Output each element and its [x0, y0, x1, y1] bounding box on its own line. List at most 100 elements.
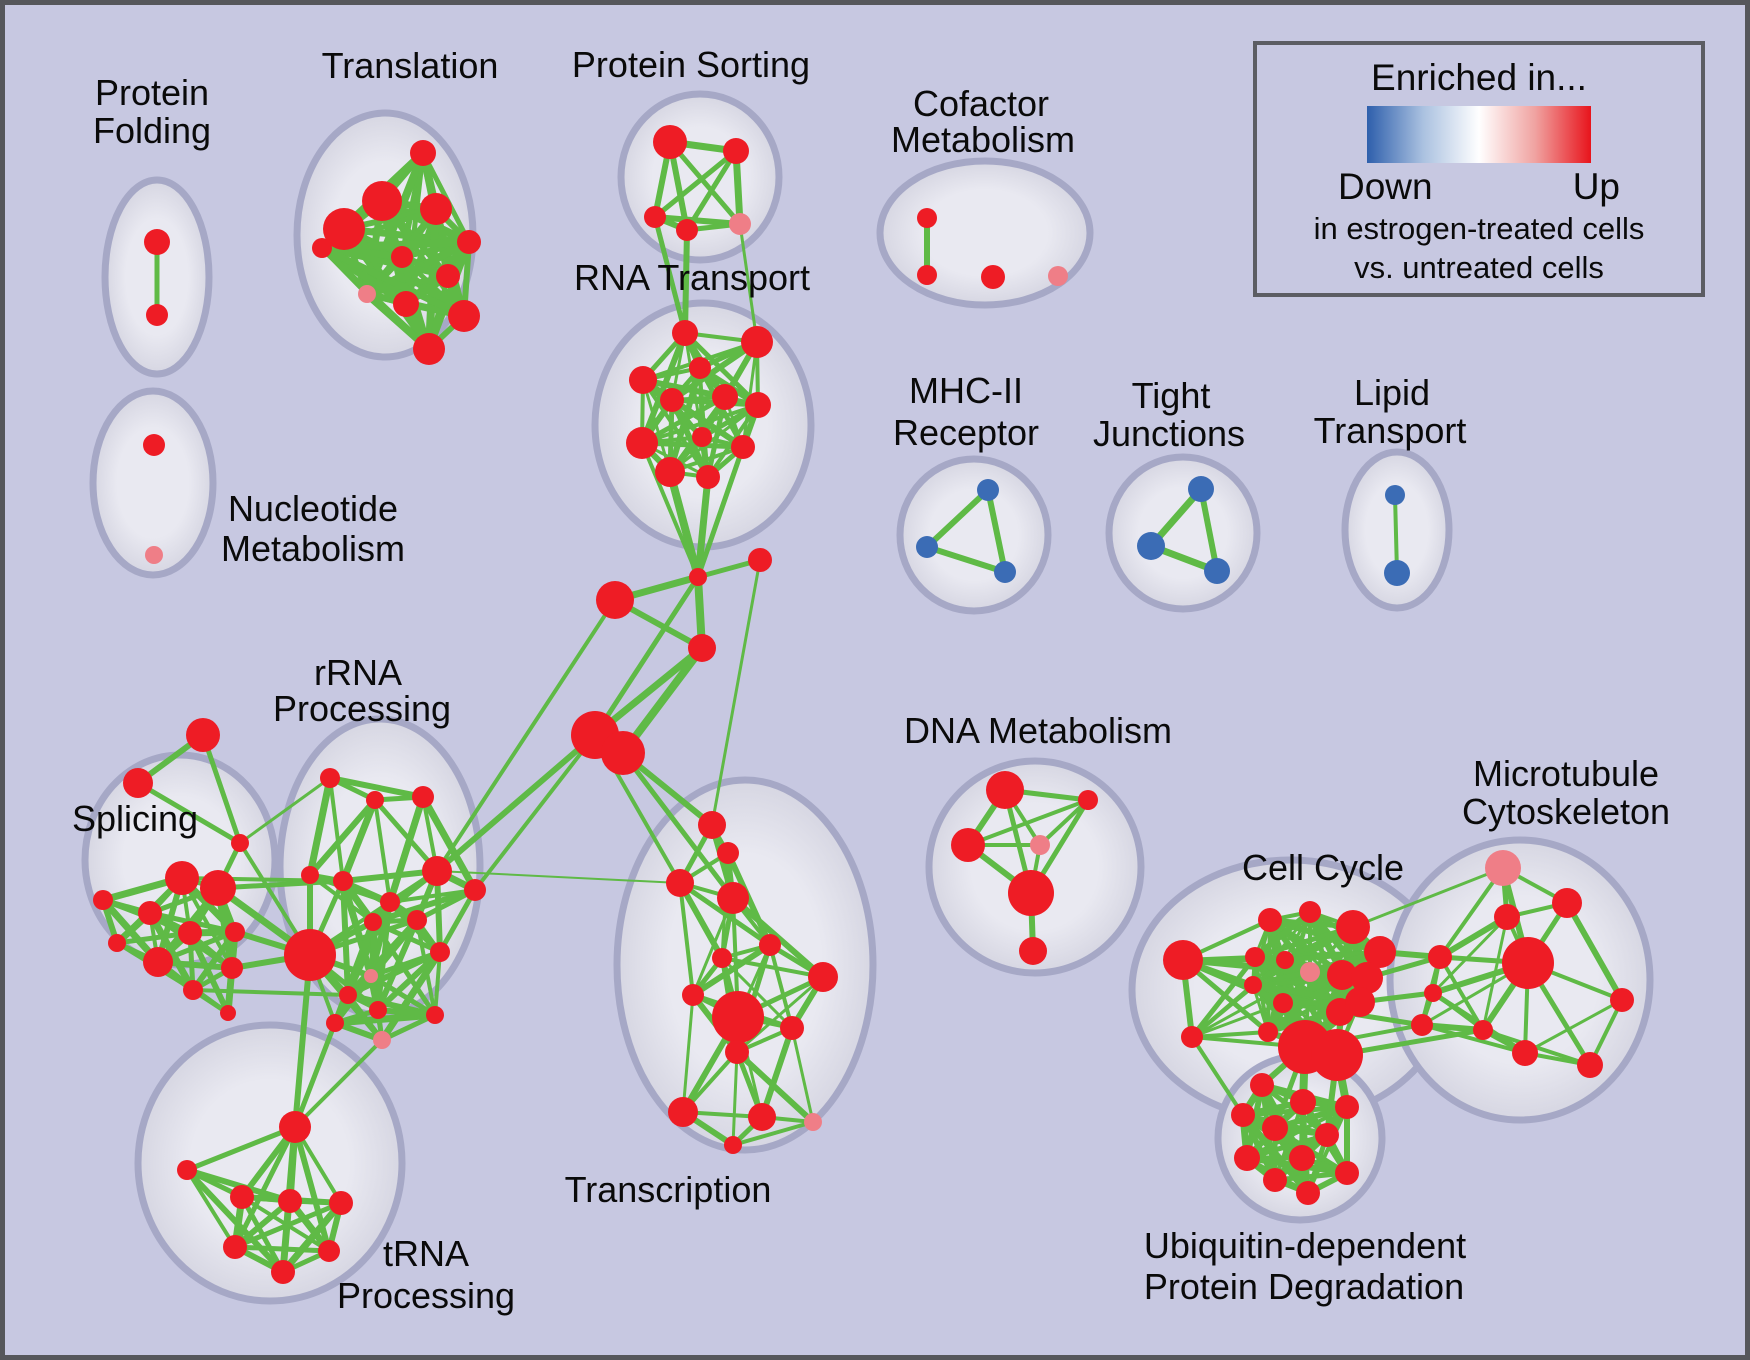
gene-set-node[interactable]	[221, 957, 243, 979]
gene-set-node[interactable]	[225, 922, 245, 942]
gene-set-node[interactable]	[1188, 476, 1214, 502]
gene-set-node[interactable]	[748, 548, 772, 572]
gene-set-node[interactable]	[393, 291, 419, 317]
gene-set-node[interactable]	[676, 219, 698, 241]
gene-set-node[interactable]	[1384, 560, 1410, 586]
gene-set-node[interactable]	[1231, 1103, 1255, 1127]
gene-set-node[interactable]	[1289, 1145, 1315, 1171]
gene-set-node[interactable]	[729, 213, 751, 235]
gene-set-node[interactable]	[808, 962, 838, 992]
gene-set-node[interactable]	[448, 300, 480, 332]
gene-set-node[interactable]	[457, 230, 481, 254]
gene-set-node[interactable]	[1250, 1073, 1274, 1097]
gene-set-node[interactable]	[430, 942, 450, 962]
gene-set-node[interactable]	[1008, 870, 1054, 916]
gene-set-node[interactable]	[1351, 962, 1383, 994]
gene-set-node[interactable]	[1610, 988, 1634, 1012]
gene-set-node[interactable]	[271, 1260, 295, 1284]
gene-set-node[interactable]	[144, 229, 170, 255]
gene-set-node[interactable]	[804, 1113, 822, 1131]
gene-set-node[interactable]	[688, 634, 716, 662]
gene-set-node[interactable]	[1163, 940, 1203, 980]
gene-set-node[interactable]	[1234, 1145, 1260, 1171]
gene-set-node[interactable]	[626, 427, 658, 459]
gene-set-node[interactable]	[1311, 1029, 1363, 1081]
gene-set-node[interactable]	[320, 768, 340, 788]
gene-set-node[interactable]	[1577, 1052, 1603, 1078]
gene-set-node[interactable]	[1258, 908, 1282, 932]
gene-set-node[interactable]	[682, 984, 704, 1006]
gene-set-node[interactable]	[329, 1191, 353, 1215]
gene-set-node[interactable]	[596, 581, 634, 619]
gene-set-node[interactable]	[1385, 485, 1405, 505]
gene-set-node[interactable]	[780, 1016, 804, 1040]
gene-set-node[interactable]	[1335, 1161, 1359, 1185]
gene-set-node[interactable]	[364, 969, 378, 983]
gene-set-node[interactable]	[326, 1014, 344, 1032]
gene-set-node[interactable]	[1345, 987, 1375, 1017]
gene-set-node[interactable]	[138, 901, 162, 925]
gene-set-node[interactable]	[369, 1001, 387, 1019]
gene-set-node[interactable]	[312, 238, 332, 258]
gene-set-node[interactable]	[655, 457, 685, 487]
gene-set-node[interactable]	[981, 265, 1005, 289]
gene-set-node[interactable]	[436, 264, 460, 288]
gene-set-node[interactable]	[143, 947, 173, 977]
gene-set-node[interactable]	[712, 948, 732, 968]
gene-set-node[interactable]	[741, 326, 773, 358]
gene-set-node[interactable]	[1411, 1014, 1433, 1036]
gene-set-node[interactable]	[1336, 910, 1370, 944]
gene-set-node[interactable]	[230, 1185, 254, 1209]
gene-set-node[interactable]	[696, 465, 720, 489]
gene-set-node[interactable]	[333, 871, 353, 891]
gene-set-node[interactable]	[916, 536, 938, 558]
gene-set-node[interactable]	[412, 786, 434, 808]
gene-set-node[interactable]	[223, 1235, 247, 1259]
gene-set-node[interactable]	[717, 882, 749, 914]
gene-set-node[interactable]	[692, 427, 712, 447]
gene-set-node[interactable]	[1290, 1089, 1316, 1115]
gene-set-node[interactable]	[731, 435, 755, 459]
gene-set-node[interactable]	[1428, 945, 1452, 969]
gene-set-node[interactable]	[426, 1006, 444, 1024]
gene-set-node[interactable]	[422, 856, 452, 886]
gene-set-node[interactable]	[994, 561, 1016, 583]
gene-set-node[interactable]	[278, 1189, 302, 1213]
gene-set-node[interactable]	[601, 731, 645, 775]
gene-set-node[interactable]	[1512, 1040, 1538, 1066]
gene-set-node[interactable]	[1327, 960, 1357, 990]
gene-set-node[interactable]	[318, 1240, 340, 1262]
gene-set-node[interactable]	[391, 246, 413, 268]
gene-set-node[interactable]	[165, 861, 199, 895]
gene-set-node[interactable]	[1262, 1115, 1288, 1141]
gene-set-node[interactable]	[1335, 1095, 1359, 1119]
gene-set-node[interactable]	[1296, 1181, 1320, 1205]
gene-set-node[interactable]	[1078, 790, 1098, 810]
gene-set-node[interactable]	[1364, 936, 1396, 968]
gene-set-node[interactable]	[366, 791, 384, 809]
gene-set-node[interactable]	[420, 193, 452, 225]
gene-set-node[interactable]	[1273, 993, 1293, 1013]
gene-set-node[interactable]	[1019, 937, 1047, 965]
gene-set-node[interactable]	[1276, 951, 1294, 969]
gene-set-node[interactable]	[1300, 962, 1320, 982]
gene-set-node[interactable]	[1494, 904, 1520, 930]
gene-set-node[interactable]	[1552, 888, 1582, 918]
gene-set-node[interactable]	[759, 934, 781, 956]
gene-set-node[interactable]	[1263, 1168, 1287, 1192]
gene-set-node[interactable]	[712, 991, 764, 1043]
gene-set-node[interactable]	[146, 304, 168, 326]
gene-set-node[interactable]	[668, 1097, 698, 1127]
gene-set-node[interactable]	[410, 140, 436, 166]
gene-set-node[interactable]	[725, 1040, 749, 1064]
gene-set-node[interactable]	[1245, 947, 1265, 967]
gene-set-node[interactable]	[1473, 1020, 1493, 1040]
gene-set-node[interactable]	[712, 384, 738, 410]
gene-set-node[interactable]	[1137, 532, 1165, 560]
gene-set-node[interactable]	[200, 870, 236, 906]
gene-set-node[interactable]	[380, 892, 400, 912]
gene-set-node[interactable]	[1181, 1026, 1203, 1048]
gene-set-node[interactable]	[644, 206, 666, 228]
gene-set-node[interactable]	[145, 546, 163, 564]
gene-set-node[interactable]	[123, 768, 153, 798]
